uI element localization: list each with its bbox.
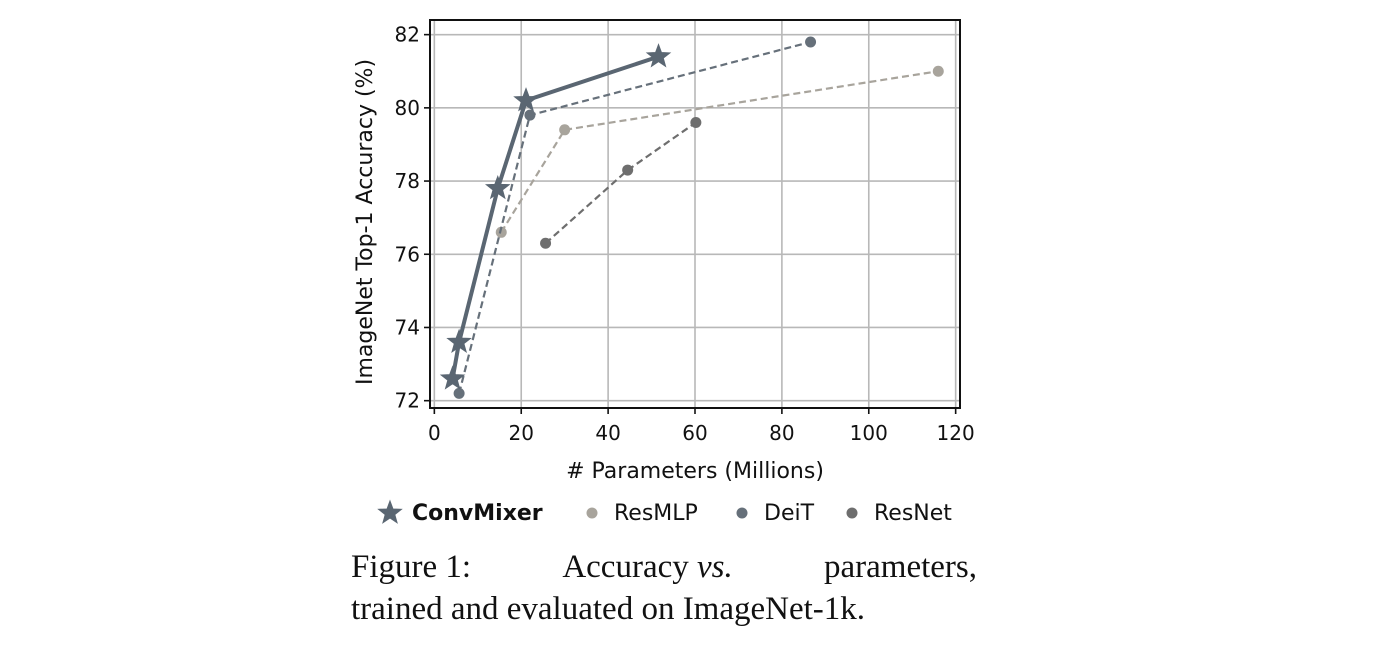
grid (430, 20, 960, 408)
y-tick-label: 74 (395, 315, 420, 339)
deit-line (458, 40, 811, 394)
legend-item-resmlp: ResMLP (586, 501, 698, 526)
x-tick-label: 20 (509, 421, 534, 445)
legend-item-resnet: ResNet (846, 501, 952, 526)
accuracy-vs-parameters-chart: 0 20 40 60 80 100 120 72 74 76 78 80 82 # Parameters… (353, 19, 975, 526)
resmlp-point (559, 124, 571, 136)
resnet-point (540, 237, 552, 249)
series-resnet (540, 116, 702, 249)
legend-item-deit: DeiT (736, 501, 815, 526)
legend-label-resnet: ResNet (874, 501, 952, 526)
series-convmixer (439, 43, 672, 390)
legend: ConvMixer ResMLP DeiT ResNet (377, 499, 952, 526)
x-tick-label: 80 (769, 421, 794, 445)
caption-line-2: trained and evaluated on ImageNet-1k. (351, 591, 866, 627)
x-tick-label: 120 (937, 421, 975, 445)
x-tick-label: 0 (428, 421, 441, 445)
y-tick-label: 76 (395, 242, 420, 266)
resnet-point (690, 116, 702, 128)
series-deit (453, 36, 817, 399)
legend-marker-convmixer (377, 499, 403, 524)
legend-marker-resnet (846, 507, 858, 519)
legend-label-convmixer: ConvMixer (412, 501, 543, 526)
convmixer-point (439, 365, 466, 390)
convmixer-line (450, 54, 660, 380)
y-tick-label: 80 (395, 96, 420, 120)
resmlp-line (500, 70, 939, 233)
caption-line-1: Figure 1: Accuracy vs. parameters, (351, 546, 977, 588)
resmlp-point (495, 226, 507, 238)
resnet-point (622, 164, 634, 176)
tick-layer: 0 20 40 60 80 100 120 72 74 76 78 80 82 (395, 23, 975, 445)
convmixer-point (484, 174, 511, 200)
deit-point (524, 109, 536, 121)
y-tick-label: 82 (395, 23, 420, 47)
resnet-line (544, 121, 697, 245)
caption-word-accuracy: Accuracy (562, 549, 689, 585)
resmlp-point (932, 65, 944, 77)
caption-accuracy: Accuracy vs. (562, 546, 732, 588)
x-tick-label: 100 (850, 421, 888, 445)
legend-marker-deit (736, 507, 748, 519)
caption-vs: vs. (697, 549, 733, 585)
convmixer-point (446, 328, 472, 353)
x-axis-title: # Parameters (Millions) (566, 459, 824, 484)
caption-label: Figure 1: (351, 549, 472, 585)
caption-parameters: parameters, (824, 549, 977, 585)
series-layer (439, 36, 944, 399)
y-tick-label: 72 (395, 389, 420, 413)
x-tick-label: 40 (595, 421, 620, 445)
figure-caption: Figure 1: Accuracy vs. parameters, train… (351, 546, 991, 630)
legend-item-convmixer: ConvMixer (377, 499, 543, 526)
deit-point (453, 387, 465, 399)
y-tick-label: 78 (395, 169, 420, 193)
convmixer-point (645, 43, 672, 68)
legend-label-deit: DeiT (764, 501, 815, 526)
legend-label-resmlp: ResMLP (614, 501, 698, 526)
deit-point (805, 36, 817, 48)
x-tick-label: 60 (682, 421, 707, 445)
series-resmlp (495, 65, 944, 238)
y-axis-title: ImageNet Top-1 Accuracy (%) (353, 59, 378, 385)
convmixer-point (513, 87, 539, 112)
legend-marker-resmlp (586, 507, 598, 519)
